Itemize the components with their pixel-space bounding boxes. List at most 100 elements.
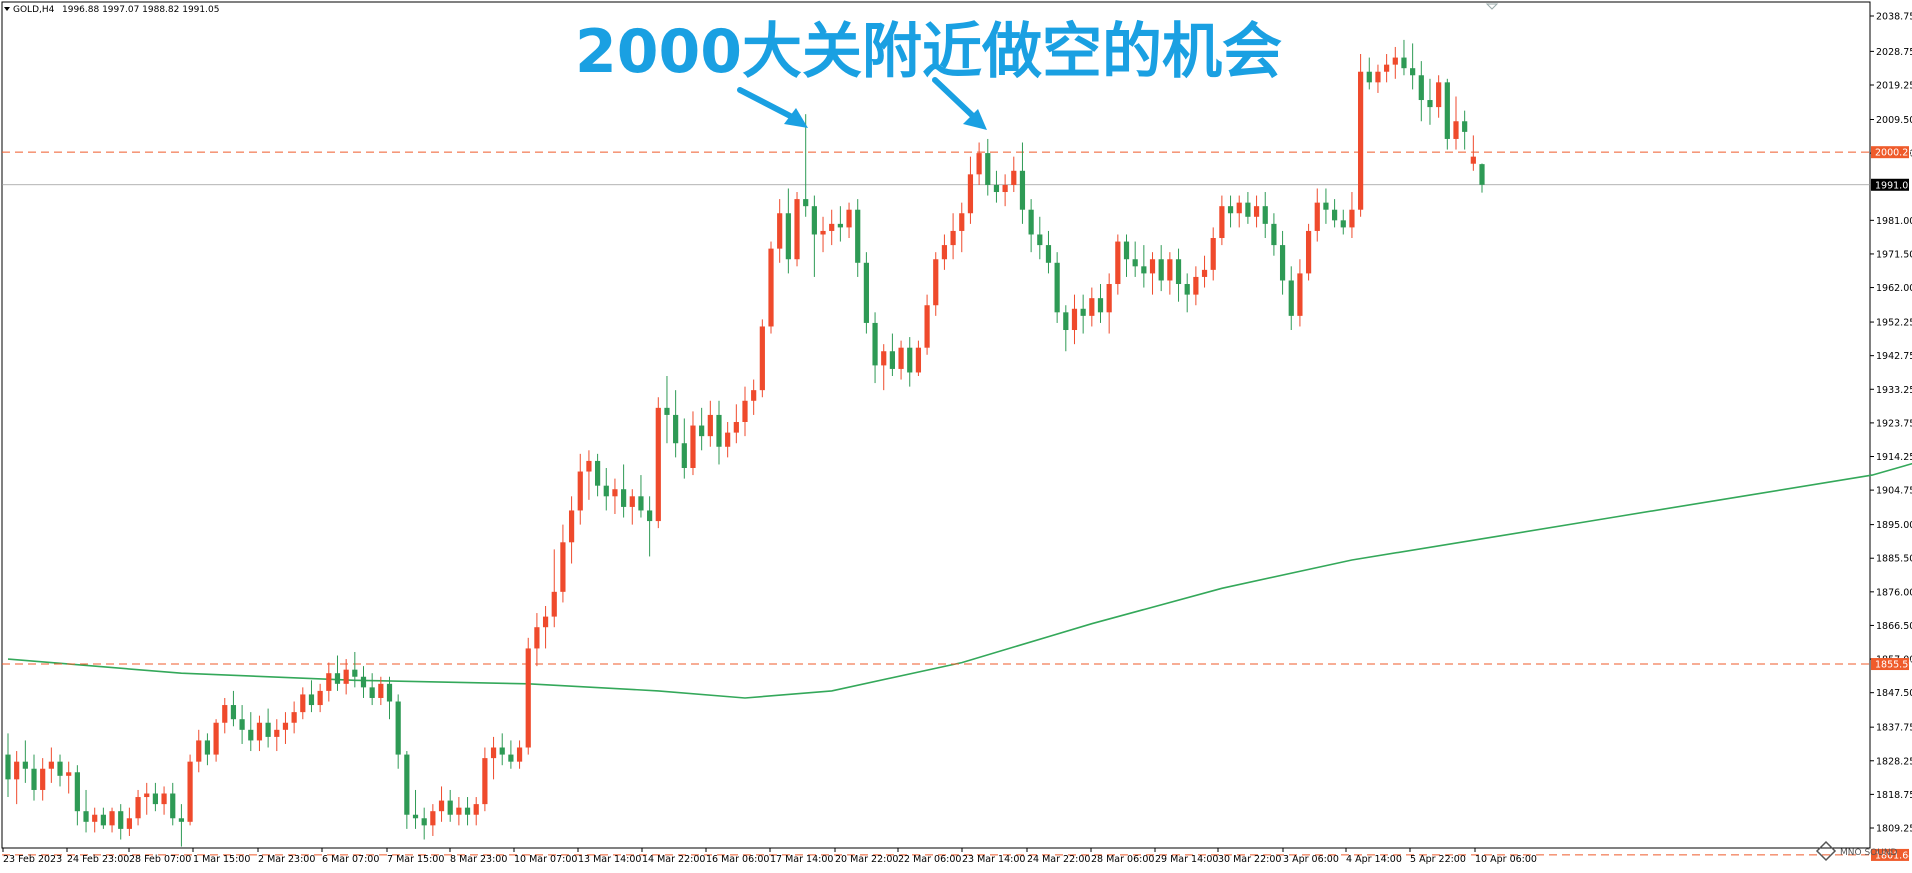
candle[interactable] xyxy=(1331,199,1338,228)
candle[interactable] xyxy=(412,789,419,829)
candle[interactable] xyxy=(464,797,471,826)
candle[interactable] xyxy=(577,453,583,525)
candle[interactable] xyxy=(499,733,505,766)
candle[interactable] xyxy=(1184,273,1190,313)
candle[interactable] xyxy=(343,659,349,695)
candle[interactable] xyxy=(1167,252,1173,295)
candle[interactable] xyxy=(326,662,332,702)
candle[interactable] xyxy=(993,170,1000,203)
candle[interactable] xyxy=(100,807,106,829)
candle[interactable] xyxy=(516,740,523,769)
candle[interactable] xyxy=(638,475,644,518)
candle[interactable] xyxy=(1071,294,1078,345)
candle[interactable] xyxy=(837,206,843,242)
candle[interactable] xyxy=(785,188,791,274)
candle[interactable] xyxy=(1436,75,1442,118)
chart-shift-marker-icon[interactable] xyxy=(1485,3,1499,10)
candle[interactable] xyxy=(1028,199,1034,253)
candle[interactable] xyxy=(1045,230,1052,274)
candle[interactable] xyxy=(1444,78,1450,150)
candle[interactable] xyxy=(1479,163,1485,193)
candle[interactable] xyxy=(751,379,757,415)
candle[interactable] xyxy=(473,797,479,826)
candle[interactable] xyxy=(699,407,705,451)
candle[interactable] xyxy=(1132,241,1138,277)
candle[interactable] xyxy=(967,156,974,224)
candle[interactable] xyxy=(1305,223,1312,281)
candle[interactable] xyxy=(490,736,497,780)
candle[interactable] xyxy=(1253,195,1260,228)
candle[interactable] xyxy=(1340,209,1346,235)
candle[interactable] xyxy=(222,697,228,734)
candle[interactable] xyxy=(178,804,185,847)
candle[interactable] xyxy=(777,199,783,263)
candle[interactable] xyxy=(889,333,896,377)
candle[interactable] xyxy=(308,680,315,713)
candle[interactable] xyxy=(846,202,852,239)
candle[interactable] xyxy=(1123,234,1130,277)
candle[interactable] xyxy=(386,676,393,720)
candle[interactable] xyxy=(447,789,453,822)
candle[interactable] xyxy=(1245,192,1251,224)
candle[interactable] xyxy=(941,234,948,270)
candle[interactable] xyxy=(1019,142,1026,224)
candle[interactable] xyxy=(647,496,653,557)
dropdown-triangle-icon[interactable] xyxy=(4,7,10,11)
candle[interactable] xyxy=(135,789,141,826)
candle[interactable] xyxy=(525,637,531,755)
candle[interactable] xyxy=(1262,192,1268,239)
candle[interactable] xyxy=(594,453,601,497)
candle[interactable] xyxy=(1158,245,1164,292)
candle[interactable] xyxy=(334,655,341,691)
candle[interactable] xyxy=(274,719,280,752)
candle[interactable] xyxy=(1358,54,1364,217)
candle[interactable] xyxy=(430,804,436,836)
candle[interactable] xyxy=(1271,213,1277,256)
candle[interactable] xyxy=(976,142,982,185)
candle[interactable] xyxy=(872,312,878,384)
candle[interactable] xyxy=(66,761,72,794)
candle[interactable] xyxy=(187,754,193,826)
candle[interactable] xyxy=(1375,64,1381,93)
candle[interactable] xyxy=(681,418,687,479)
candle[interactable] xyxy=(74,765,80,826)
candle[interactable] xyxy=(1297,259,1303,327)
candle[interactable] xyxy=(40,758,46,801)
candle[interactable] xyxy=(803,114,809,217)
candle[interactable] xyxy=(768,241,774,334)
candle[interactable] xyxy=(1453,96,1459,150)
candles-layer[interactable] xyxy=(5,39,1485,847)
candle[interactable] xyxy=(1201,255,1208,288)
candle[interactable] xyxy=(5,733,11,798)
candle[interactable] xyxy=(265,708,271,748)
candle[interactable] xyxy=(1427,78,1433,125)
candle[interactable] xyxy=(1410,43,1416,90)
candle[interactable] xyxy=(586,450,592,500)
candle[interactable] xyxy=(1401,39,1407,76)
candle[interactable] xyxy=(57,754,63,787)
candle[interactable] xyxy=(1149,252,1156,295)
candle[interactable] xyxy=(794,192,800,267)
candle[interactable] xyxy=(126,807,132,836)
candle[interactable] xyxy=(742,386,748,437)
candle[interactable] xyxy=(612,478,618,514)
candle[interactable] xyxy=(1089,287,1095,327)
candle[interactable] xyxy=(161,786,167,815)
candle[interactable] xyxy=(1106,273,1112,334)
candle[interactable] xyxy=(829,209,835,246)
candle[interactable] xyxy=(1418,61,1424,122)
candle[interactable] xyxy=(213,719,219,762)
candle[interactable] xyxy=(282,712,289,744)
candle[interactable] xyxy=(950,213,956,260)
candle[interactable] xyxy=(725,422,731,458)
candle[interactable] xyxy=(621,464,627,518)
candle[interactable] xyxy=(985,138,991,196)
candle[interactable] xyxy=(369,673,375,706)
candle[interactable] xyxy=(1080,294,1086,334)
candle[interactable] xyxy=(196,729,202,773)
candle[interactable] xyxy=(404,751,410,829)
candle[interactable] xyxy=(863,252,869,334)
candle[interactable] xyxy=(1011,156,1017,193)
candle[interactable] xyxy=(1219,195,1225,246)
